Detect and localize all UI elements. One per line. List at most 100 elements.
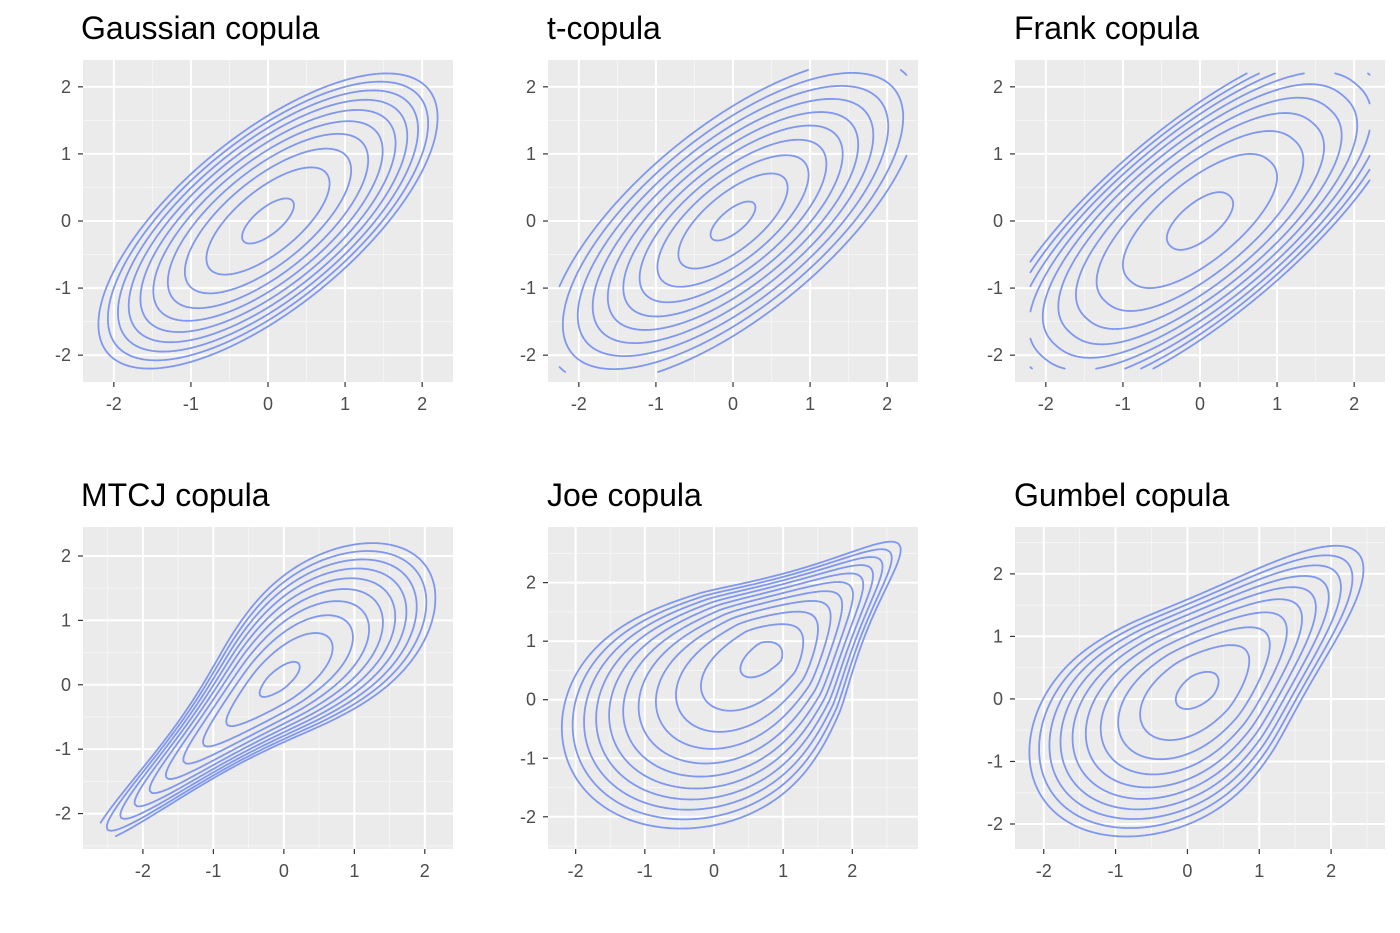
contour-level-5 <box>139 109 397 333</box>
x-tick-label: 1 <box>778 861 788 881</box>
contour-level-9 <box>1139 644 1251 742</box>
x-axis: -2 -1 0 1 2 <box>106 382 427 414</box>
contour-level-8 <box>656 154 810 288</box>
contour-level-4 <box>133 567 408 808</box>
x-tick-label: 2 <box>417 394 427 414</box>
y-tick-label: 1 <box>526 144 536 164</box>
y-tick-label: -1 <box>987 751 1003 771</box>
x-tick-label: 0 <box>728 394 738 414</box>
panel-t: t-copula -2 -1 0 1 2 -2 -1 0 1 2 <box>520 10 918 414</box>
contour-level-2 <box>561 72 905 370</box>
y-axis: -2 -1 0 1 2 <box>55 546 83 824</box>
major-grid <box>83 60 453 382</box>
y-tick-label: 2 <box>993 77 1003 97</box>
contour-level-4 <box>127 98 409 344</box>
contour-level-3 <box>117 89 419 353</box>
panel-joe: Joe copula -2 -1 0 1 2 -2 -1 0 1 2 <box>520 477 918 881</box>
contour-level-5 <box>1041 83 1359 359</box>
y-tick-label: 0 <box>993 689 1003 709</box>
contour-level-4 <box>595 564 874 801</box>
contour-lines <box>1029 72 1371 370</box>
contour-level-9 <box>677 172 789 270</box>
x-axis: -2 -1 0 1 2 <box>571 382 892 414</box>
contour-level-1 <box>560 540 902 830</box>
contour-level-5 <box>608 572 865 790</box>
y-axis: -2 -1 0 1 2 <box>520 573 548 827</box>
contour-level-6 <box>152 120 384 322</box>
contour-level-5 <box>1071 586 1317 800</box>
contour-level-2 <box>106 80 430 362</box>
contour-level-1 <box>558 69 908 373</box>
y-tick-label: 0 <box>993 211 1003 231</box>
contour-level-7 <box>638 138 828 304</box>
contour-level-10 <box>241 197 295 245</box>
x-tick-label: -2 <box>571 394 587 414</box>
contour-level-7 <box>182 600 370 765</box>
contour-level-9 <box>205 166 331 276</box>
contour-level-10 <box>709 200 757 242</box>
y-axis: -2 -1 0 1 2 <box>520 77 548 365</box>
contour-level-5 <box>606 111 860 331</box>
x-tick-label: 0 <box>1195 394 1205 414</box>
x-tick-label: -2 <box>1038 394 1054 414</box>
x-tick-label: -1 <box>1115 394 1131 414</box>
minor-grid <box>1015 527 1385 849</box>
contour-level-2 <box>105 550 428 832</box>
y-tick-label: 0 <box>526 211 536 231</box>
y-tick-label: -1 <box>987 278 1003 298</box>
contour-level-8 <box>1117 626 1271 761</box>
plot-background <box>548 527 918 849</box>
panel-gaussian: Gaussian copula -2 -1 0 1 2 -2 -1 0 1 2 <box>55 10 453 414</box>
panel-title: Gaussian copula <box>81 10 320 46</box>
y-tick-label: -2 <box>520 807 536 827</box>
y-axis: -2 -1 0 1 2 <box>55 77 83 365</box>
x-axis: -2 -1 0 1 2 <box>568 849 857 881</box>
plot-background <box>1015 527 1385 849</box>
panel-mtcj: MTCJ copula -2 -1 0 1 2 -2 -1 0 1 2 <box>55 477 453 881</box>
x-tick-label: 0 <box>263 394 273 414</box>
panel-title: Gumbel copula <box>1014 477 1229 513</box>
y-tick-label: -2 <box>55 804 71 824</box>
x-tick-label: -2 <box>135 861 151 881</box>
y-tick-label: 0 <box>61 675 71 695</box>
x-tick-label: 0 <box>1182 861 1192 881</box>
contour-level-7 <box>637 590 844 765</box>
x-tick-label: 2 <box>847 861 857 881</box>
contour-level-9 <box>225 632 334 728</box>
y-tick-label: -1 <box>55 278 71 298</box>
x-axis: -2 -1 0 1 2 <box>1038 382 1359 414</box>
contour-level-3 <box>576 85 890 357</box>
y-tick-label: 0 <box>526 690 536 710</box>
y-tick-label: -2 <box>55 345 71 365</box>
contour-level-2 <box>1038 554 1354 829</box>
y-tick-label: 1 <box>993 626 1003 646</box>
y-axis: -2 -1 0 1 2 <box>987 564 1015 834</box>
x-tick-label: -1 <box>648 394 664 414</box>
x-axis: -2 -1 0 1 2 <box>1036 849 1336 881</box>
contour-level-10 <box>1165 191 1235 251</box>
contour-level-9 <box>675 610 819 733</box>
contour-level-1 <box>1029 72 1371 370</box>
contour-lines <box>1028 544 1365 838</box>
contour-level-4 <box>1059 575 1330 811</box>
x-tick-label: 1 <box>349 861 359 881</box>
x-tick-label: 2 <box>1326 861 1336 881</box>
y-tick-label: 1 <box>526 631 536 651</box>
contour-level-4 <box>591 98 875 344</box>
contour-level-10 <box>258 660 301 698</box>
x-tick-label: 1 <box>1272 394 1282 414</box>
y-tick-label: 1 <box>61 144 71 164</box>
contour-level-9 <box>1122 153 1278 289</box>
contour-level-6 <box>1084 598 1303 789</box>
contour-level-10 <box>1174 670 1220 710</box>
contour-level-6 <box>1057 96 1343 346</box>
contour-level-6 <box>164 588 384 780</box>
minor-grid <box>548 527 918 849</box>
contour-level-1 <box>99 542 437 838</box>
y-tick-label: -1 <box>520 748 536 768</box>
x-tick-label: -2 <box>568 861 584 881</box>
y-tick-label: 2 <box>526 77 536 97</box>
panel-title: Joe copula <box>547 477 702 513</box>
y-tick-label: 1 <box>61 610 71 630</box>
